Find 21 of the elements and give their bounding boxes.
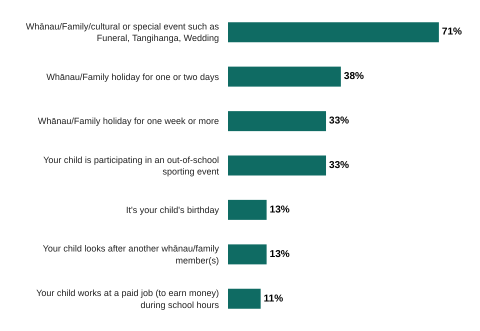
bar — [228, 22, 439, 42]
bar — [228, 156, 326, 176]
y-tick-label: Whānau/Family/cultural or special event such as Funeral, Tangihanga, Wedding — [26, 22, 220, 44]
data-label: 71% — [442, 26, 462, 38]
y-tick-label: Your child is participating in an out-of-school sporting event — [43, 154, 220, 176]
y-tick-label: Your child works at a paid job (to earn money) during school hours — [36, 288, 220, 310]
bar — [228, 111, 326, 132]
y-tick-label: Whānau/Family holiday for one or two days — [46, 72, 220, 82]
data-label: 13% — [270, 248, 290, 260]
bar — [228, 200, 267, 220]
y-tick-label: It's your child's birthday — [126, 205, 220, 216]
data-label: 13% — [270, 204, 290, 216]
y-tick-label: Your child looks after another whānau/family member(s) — [42, 244, 220, 266]
data-label: 11% — [264, 293, 284, 304]
bar — [228, 66, 341, 87]
data-label: 33% — [329, 116, 350, 127]
data-label: 33% — [329, 160, 350, 171]
bar — [228, 244, 267, 264]
bar — [228, 288, 261, 309]
y-tick-label: Whānau/Family holiday for one week or more — [38, 116, 219, 126]
data-label: 38% — [344, 71, 364, 82]
